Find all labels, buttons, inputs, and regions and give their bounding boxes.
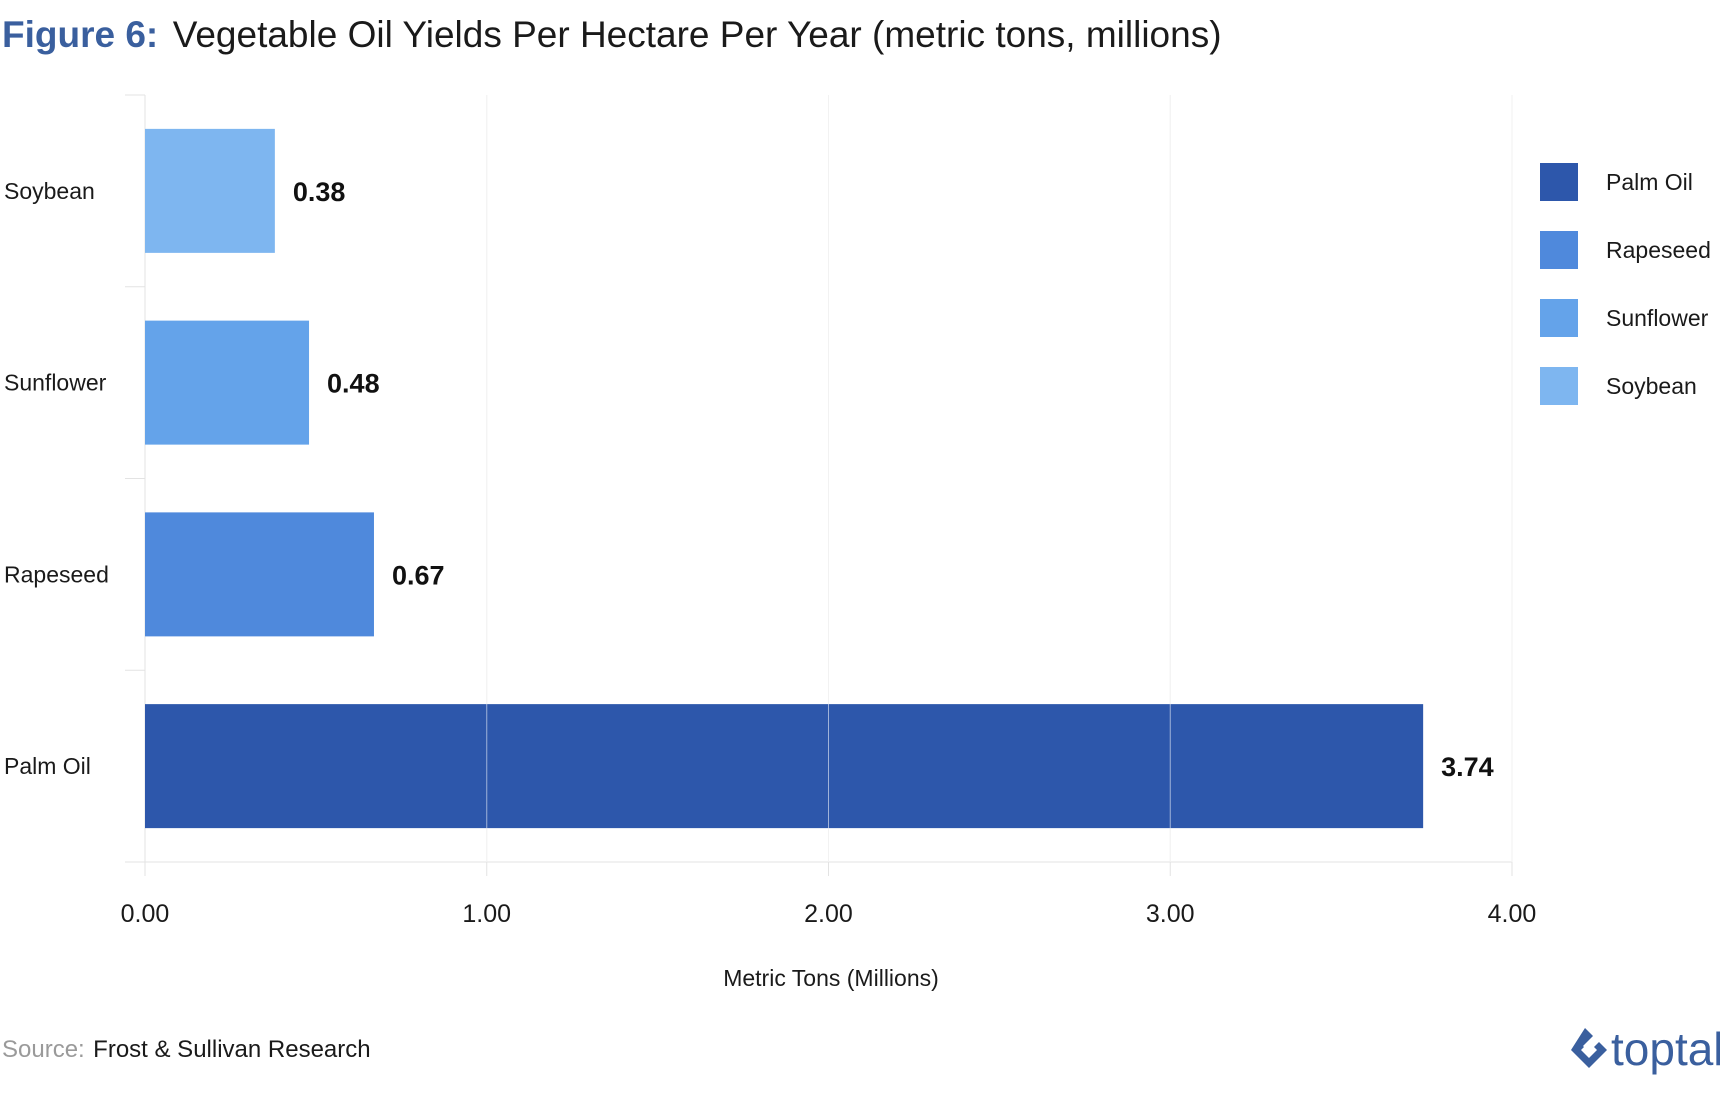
source-prefix: Source: — [2, 1036, 85, 1063]
x-tick-labels: 0.00 1.00 2.00 3.00 4.00 — [121, 900, 1537, 928]
legend-label: Palm Oil — [1606, 169, 1693, 195]
legend-swatch — [1540, 231, 1578, 269]
value-label: 0.48 — [327, 369, 380, 399]
source-text: Frost & Sullivan Research — [93, 1036, 370, 1063]
x-tick-label: 3.00 — [1146, 900, 1195, 928]
value-label: 0.67 — [392, 560, 445, 590]
category-labels: Soybean Sunflower Rapeseed Palm Oil — [4, 178, 109, 779]
category-label: Palm Oil — [4, 753, 91, 779]
value-labels: 0.38 0.48 0.67 3.74 — [293, 177, 1494, 782]
x-tick-label: 1.00 — [462, 900, 511, 928]
chart-title: Figure 6: Vegetable Oil Yields Per Hecta… — [2, 14, 1222, 55]
bars — [145, 95, 1513, 862]
bar-soybean — [145, 128, 275, 253]
legend-label: Rapeseed — [1606, 237, 1711, 263]
value-label: 3.74 — [1441, 752, 1494, 782]
x-tick-label: 4.00 — [1488, 900, 1537, 928]
legend-swatch — [1540, 367, 1578, 405]
x-tick-label: 2.00 — [804, 900, 853, 928]
legend: Palm Oil Rapeseed Sunflower Soybean — [1540, 163, 1711, 405]
toptal-logo-icon — [1571, 1028, 1607, 1068]
legend-label: Sunflower — [1606, 305, 1709, 331]
brand-name: toptal — [1611, 1023, 1720, 1075]
x-axis-title: Metric Tons (Millions) — [723, 965, 939, 991]
category-label: Sunflower — [4, 370, 107, 396]
title-text: Vegetable Oil Yields Per Hectare Per Yea… — [173, 14, 1222, 55]
bar-sunflower — [145, 320, 310, 445]
value-label: 0.38 — [293, 177, 346, 207]
category-label: Soybean — [4, 178, 95, 204]
category-label: Rapeseed — [4, 561, 109, 587]
legend-label: Soybean — [1606, 373, 1697, 399]
bar-palm-oil — [145, 704, 1424, 829]
figure-label: Figure 6: — [2, 14, 158, 55]
legend-swatch — [1540, 299, 1578, 337]
x-tick-label: 0.00 — [121, 900, 170, 928]
brand-logo: toptal — [1571, 1023, 1720, 1075]
source-note: Source: Frost & Sullivan Research — [2, 1036, 371, 1063]
legend-swatch — [1540, 163, 1578, 201]
bar-rapeseed — [145, 512, 374, 637]
